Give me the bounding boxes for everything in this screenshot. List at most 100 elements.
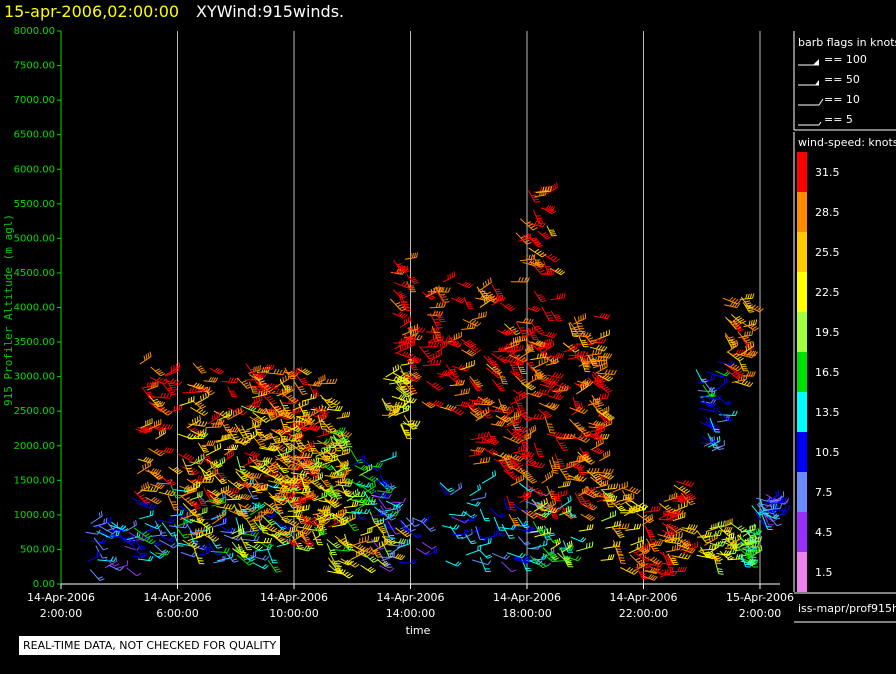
wind-barb-flag bbox=[528, 254, 531, 260]
wind-barb-flag bbox=[429, 527, 435, 530]
wind-barb-flag bbox=[311, 424, 315, 430]
wind-barb-flag bbox=[241, 471, 247, 474]
wind-barb-flag bbox=[334, 492, 340, 495]
wind-barb-flag bbox=[574, 555, 579, 561]
wind-barb-flag bbox=[548, 338, 551, 345]
wind-barb-flag bbox=[511, 518, 517, 520]
wind-barb-flag bbox=[192, 511, 198, 514]
wind-barb-flag bbox=[379, 527, 385, 530]
wind-barb-flag bbox=[585, 502, 592, 505]
wind-barb-flag bbox=[201, 405, 207, 409]
wind-barb-flag bbox=[435, 352, 438, 358]
wind-barb-flag bbox=[160, 373, 166, 377]
wind-barb-flag bbox=[552, 256, 558, 261]
wind-barb-flag bbox=[583, 409, 588, 414]
wind-barb-flag bbox=[598, 337, 602, 343]
wind-barb bbox=[475, 525, 481, 540]
wind-barb-flag bbox=[569, 433, 573, 439]
wind-barb-flag bbox=[485, 408, 488, 414]
wind-barb-flag bbox=[282, 469, 288, 472]
wind-barb-flag bbox=[221, 458, 224, 464]
wind-barb-flag bbox=[147, 458, 152, 463]
wind-barb-flag bbox=[342, 449, 344, 455]
wind-barb-flag bbox=[476, 383, 482, 386]
wind-barb-flag bbox=[369, 483, 372, 489]
wind-barb-flag bbox=[530, 478, 536, 483]
wind-barb-flag bbox=[556, 268, 562, 273]
wind-barb-flag bbox=[545, 204, 550, 210]
wind-barb-flag bbox=[202, 449, 208, 452]
wind-barb-flag bbox=[536, 489, 542, 493]
wind-barb-flag bbox=[344, 449, 346, 455]
wind-barb-flag bbox=[564, 481, 567, 487]
wind-barb-flag bbox=[326, 400, 332, 404]
wind-barb-flag bbox=[337, 471, 343, 475]
wind-barb-flag bbox=[239, 438, 244, 443]
wind-barb-flag bbox=[579, 351, 583, 357]
wind-barb-flag bbox=[380, 510, 383, 516]
wind-barb-flag bbox=[149, 381, 152, 387]
wind-barb-flag bbox=[214, 497, 220, 501]
wind-barb-flag bbox=[282, 456, 288, 459]
wind-barb-flag bbox=[566, 385, 569, 391]
wind-barb-flag bbox=[212, 536, 217, 541]
wind-barb-flag bbox=[301, 505, 305, 511]
wind-barb-flag bbox=[210, 440, 214, 446]
wind-barb-flag bbox=[183, 453, 188, 458]
wind-barb-flag bbox=[580, 402, 583, 408]
wind-barb-flag bbox=[360, 491, 364, 497]
wind-barb-flag bbox=[551, 404, 556, 410]
wind-barb-flag bbox=[591, 472, 597, 476]
wind-barb-flag bbox=[555, 316, 561, 318]
wind-barb-flag bbox=[389, 552, 392, 558]
wind-barb-flag bbox=[552, 372, 557, 377]
wind-barb-flag bbox=[396, 376, 400, 382]
wind-barb-flag bbox=[607, 474, 612, 479]
wind-barb-flag bbox=[488, 293, 494, 297]
wind-barb-flag bbox=[274, 438, 280, 440]
wind-barb-flag bbox=[439, 294, 445, 297]
wind-barb-flag bbox=[314, 495, 319, 500]
wind-barb-flag bbox=[173, 544, 178, 549]
wind-barb-flag bbox=[440, 349, 443, 355]
wind-barb-flag bbox=[554, 499, 557, 505]
wind-barb-flag bbox=[582, 477, 587, 482]
wind-barb-flag bbox=[409, 315, 412, 321]
wind-barb-flag bbox=[521, 335, 524, 341]
wind-barb-flag bbox=[530, 225, 536, 229]
wind-barb-flag bbox=[443, 341, 446, 347]
wind-barb-flag bbox=[490, 538, 492, 544]
wind-barb-flag bbox=[325, 488, 331, 492]
wind-barb-flag bbox=[257, 371, 261, 377]
wind-barb-flag bbox=[538, 529, 544, 532]
wind-barb-flag bbox=[398, 266, 401, 273]
wind-barb-flag bbox=[193, 552, 198, 558]
wind-barb-flag bbox=[402, 351, 407, 356]
wind-barb-flag bbox=[299, 512, 303, 517]
wind-barb-flag bbox=[543, 389, 547, 395]
wind-barb-flag bbox=[149, 510, 152, 516]
wind-barb bbox=[276, 390, 291, 397]
wind-barb-flag bbox=[460, 510, 465, 516]
wind-barb-flag bbox=[530, 427, 533, 433]
wind-barb-flag bbox=[550, 332, 555, 338]
wind-barb-flag bbox=[519, 345, 521, 351]
wind-barb-flag bbox=[549, 552, 555, 556]
wind-barb-flag bbox=[201, 410, 206, 415]
wind-barb-flag bbox=[247, 495, 252, 501]
wind-barb-flag bbox=[600, 385, 605, 389]
wind-barb-flag bbox=[486, 291, 492, 295]
wind-barb-flag bbox=[563, 449, 569, 451]
wind-barb-flag bbox=[324, 414, 329, 419]
wind-barb-flag bbox=[497, 371, 503, 375]
wind-barb-flag bbox=[558, 293, 561, 299]
wind-barb-flag bbox=[337, 510, 340, 516]
wind-barb-flag bbox=[538, 347, 544, 351]
wind-barb-flag bbox=[319, 420, 325, 423]
wind-barb-flag bbox=[513, 424, 519, 426]
wind-barb-flag bbox=[605, 452, 607, 458]
wind-barb-flag bbox=[260, 385, 267, 389]
wind-barb-flag bbox=[249, 474, 255, 479]
wind-barb-flag bbox=[155, 469, 160, 474]
wind-barb-flag bbox=[230, 493, 236, 498]
